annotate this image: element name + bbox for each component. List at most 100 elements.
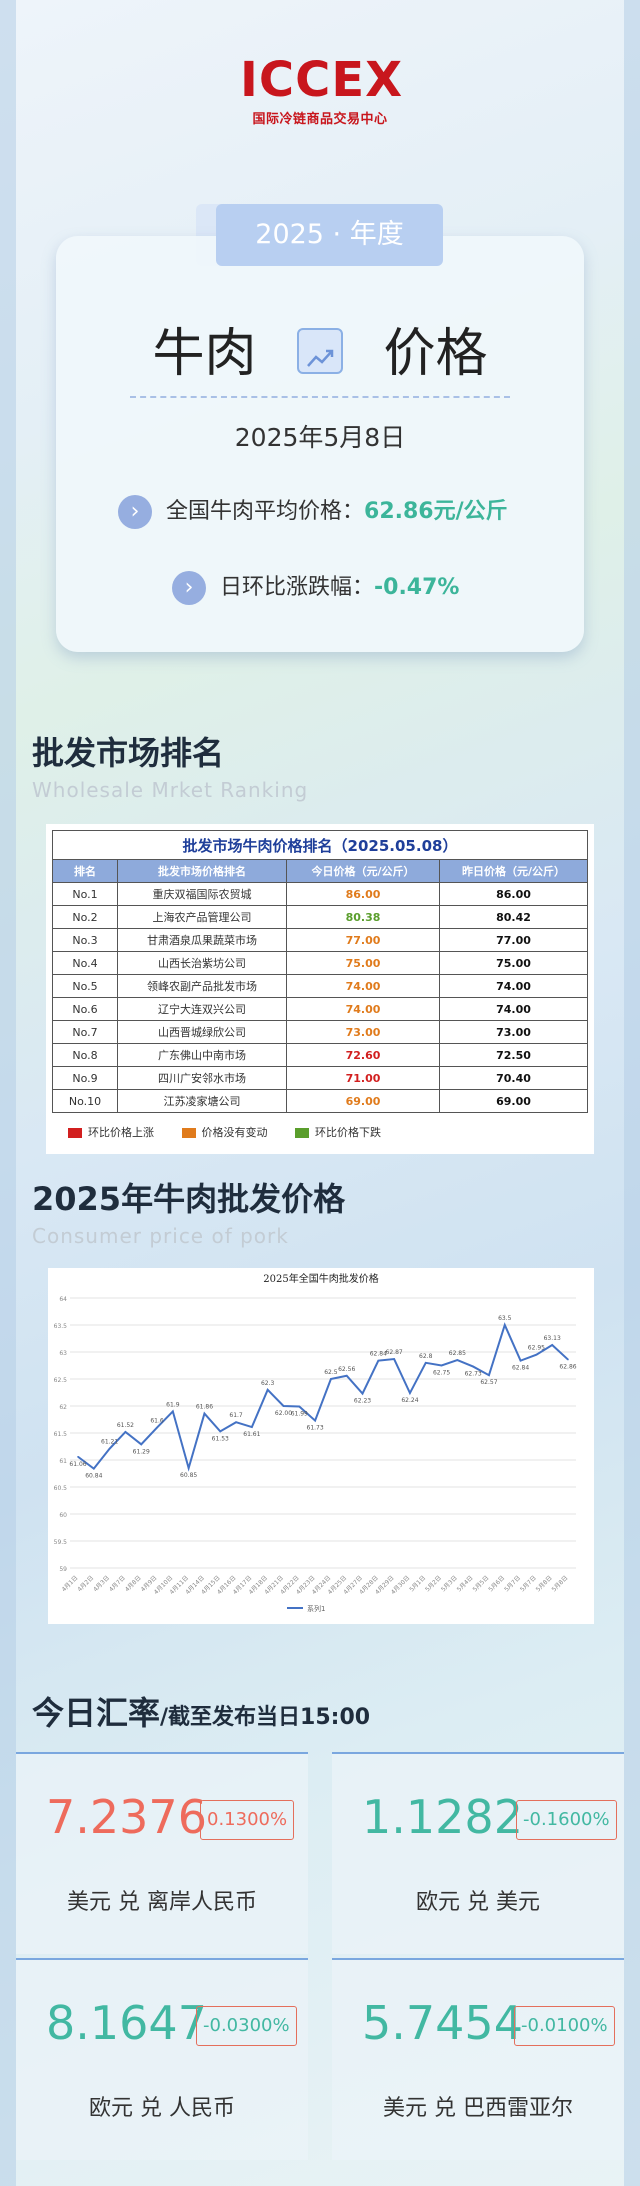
rank-cell: No.4 [52, 951, 118, 975]
data-label: 62.84 [370, 1351, 387, 1358]
rate-change-badge: -0.0100% [514, 2006, 615, 2046]
today-price-cell: 80.38 [286, 905, 440, 929]
legend-up: 环比价格上涨 [88, 1126, 154, 1139]
legend-swatch-up [68, 1128, 82, 1138]
market-cell: 辽宁大连双兴公司 [117, 997, 287, 1021]
data-label: 62.85 [449, 1350, 466, 1357]
data-label: 61.99 [291, 1411, 308, 1418]
col-header-today: 今日价格（元/公斤） [286, 859, 440, 883]
price-summary-card: 牛肉 价格 2025年5月8日 › 全国牛肉平均价格：62.86元/公斤 › 日环比… [56, 236, 584, 652]
daily-change-row: › 日环比涨跌幅：-0.47% [172, 570, 459, 606]
data-label: 61.53 [212, 1435, 229, 1442]
yesterday-price-cell: 80.42 [439, 905, 588, 929]
data-label: 61.06 [69, 1461, 86, 1468]
data-point [77, 1455, 79, 1458]
rate-card-usd-brl: 5.7454 -0.0100% 美元 兑 巴西雷亚尔 [332, 1958, 624, 2160]
x-tick-label: 5月6日 [487, 1574, 506, 1593]
today-price-cell: 75.00 [286, 951, 440, 975]
data-label: 62.3 [261, 1380, 275, 1387]
x-tick-label: 5月3日 [440, 1574, 459, 1593]
report-date: 2025年5月8日 [234, 423, 406, 452]
x-tick-label: 5月7日 [519, 1574, 538, 1593]
today-price-cell: 74.00 [286, 974, 440, 998]
table-legend: 环比价格上涨 价格没有变动 环比价格下跌 [60, 1124, 381, 1140]
today-price-cell: 72.60 [286, 1043, 440, 1067]
today-price-cell: 86.00 [286, 882, 440, 906]
avg-price-value: 62.86元/公斤 [364, 499, 508, 524]
chevron-right-icon: › [118, 495, 152, 529]
table-row: No.10 江苏凌家塘公司 69.00 69.00 [52, 1089, 588, 1113]
col-header-rank: 排名 [52, 859, 118, 883]
rates-title-main: 今日汇率 [32, 1694, 161, 1732]
table-caption: 批发市场牛肉价格排名（2025.05.08） [52, 830, 588, 860]
market-cell: 领峰农副产品批发市场 [117, 974, 287, 998]
chevron-right-icon: › [172, 571, 206, 605]
data-label: 62.23 [354, 1398, 371, 1405]
col-header-market: 批发市场价格排名 [117, 859, 287, 883]
data-point [330, 1378, 332, 1380]
x-tick-label: 4月2日 [76, 1574, 95, 1593]
trend-up-icon [297, 328, 343, 374]
data-label: 62.24 [401, 1397, 418, 1404]
data-point [488, 1374, 490, 1377]
data-point [361, 1392, 364, 1395]
rate-change-badge: -0.0300% [196, 2006, 297, 2046]
title-price: 价格 [383, 324, 488, 384]
data-point [409, 1392, 411, 1394]
title-beef: 牛肉 [152, 324, 257, 384]
rank-cell: No.3 [52, 928, 118, 952]
price-chart-card: 2025年全国牛肉批发价格 59 59.5 60 60.5 61 61.5 62 62.5 63 6… [48, 1268, 594, 1624]
rate-value: 5.7454 [362, 1996, 523, 2050]
rate-value: 7.2376 [46, 1790, 207, 1844]
rank-cell: No.8 [52, 1043, 118, 1067]
legend-swatch-down [295, 1128, 309, 1138]
data-point [282, 1405, 285, 1407]
data-label: 62.57 [480, 1379, 497, 1386]
data-label: 60.84 [85, 1473, 102, 1480]
y-tick-label: 62.5 [54, 1377, 68, 1384]
data-point [156, 1426, 158, 1429]
today-price-cell: 71.00 [286, 1066, 440, 1090]
data-point [251, 1426, 253, 1428]
market-cell: 山西晋城绿欣公司 [117, 1020, 287, 1044]
x-tick-label: 4月7日 [108, 1574, 127, 1593]
rank-cell: No.2 [52, 905, 118, 929]
data-point [187, 1467, 190, 1469]
rate-label: 美元 兑 离岸人民币 [67, 1890, 257, 1915]
data-point [472, 1365, 474, 1368]
data-point [314, 1419, 316, 1422]
data-label: 61.6 [150, 1418, 164, 1425]
series-line [77, 1322, 569, 1472]
table-row: No.3 甘肃酒泉瓜果蔬菜市场 77.00 77.00 [52, 928, 588, 952]
data-label: 62.86 [559, 1364, 576, 1371]
rate-change-badge: 0.1300% [200, 1800, 295, 1840]
x-tick-label: 4月8日 [124, 1574, 143, 1593]
today-price-cell: 73.00 [286, 1020, 440, 1044]
data-label: 62.87 [386, 1349, 403, 1356]
data-label: 61.73 [307, 1425, 324, 1432]
rank-cell: No.6 [52, 997, 118, 1021]
legend-down: 环比价格下跌 [315, 1126, 381, 1139]
data-point [503, 1324, 506, 1326]
data-label: 63.13 [544, 1335, 561, 1342]
y-tick-label: 62 [59, 1404, 67, 1411]
legend-swatch-same [181, 1128, 196, 1138]
data-label: 61.52 [117, 1422, 134, 1429]
rate-card-eur-cny: 8.1647 -0.0300% 欧元 兑 人民币 [16, 1958, 308, 2160]
yesterday-price-cell: 77.00 [439, 928, 588, 952]
yesterday-price-cell: 69.00 [439, 1089, 588, 1113]
data-label: 63.5 [498, 1315, 512, 1322]
y-tick-label: 61.5 [54, 1431, 68, 1438]
left-edge-band [0, 0, 16, 2186]
today-price-cell: 69.00 [286, 1089, 440, 1113]
rates-title: 今日汇率/截至发布当日15:00 [32, 1688, 370, 1734]
x-tick-label: 5月8日 [535, 1574, 554, 1593]
today-price-cell: 74.00 [286, 997, 440, 1021]
yesterday-price-cell: 75.00 [439, 951, 588, 975]
data-point [551, 1344, 553, 1346]
rank-cell: No.1 [52, 882, 118, 906]
rate-card-eur-usd: 1.1282 -0.1600% 欧元 兑 美元 [332, 1752, 624, 1954]
rank-cell: No.10 [52, 1089, 118, 1113]
x-tick-label: 5月1日 [408, 1574, 427, 1593]
